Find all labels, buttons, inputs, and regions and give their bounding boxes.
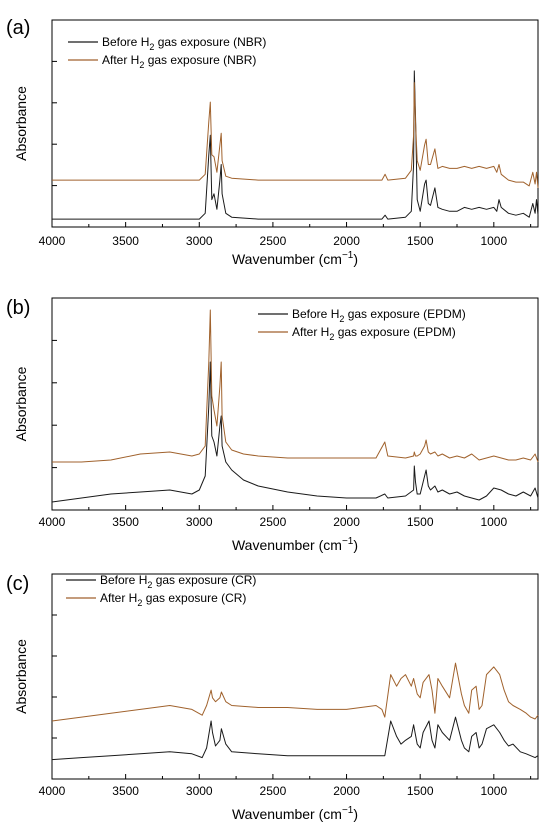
x-tick-label: 2000	[333, 515, 360, 529]
x-tick-label: 2500	[260, 515, 287, 529]
series-line-before	[51, 716, 539, 761]
series-line-after	[52, 82, 539, 188]
panel-b: (b) 4000 3500 3000 2500 2000 1500 1000 Absorbanc…	[6, 297, 539, 553]
legend-entry: Before H2 gas exposure (CR)	[100, 573, 256, 590]
plot-frame	[51, 573, 539, 780]
x-tick-label: 2000	[333, 784, 360, 798]
legend-entry: Before H2 gas exposure (NBR)	[102, 35, 266, 52]
series-line-after	[51, 662, 539, 722]
legend-entry: After H2 gas exposure (NBR)	[102, 53, 256, 70]
x-tick-label: 2500	[260, 234, 287, 248]
x-tick-label: 3500	[112, 784, 139, 798]
series-line-after	[52, 309, 539, 463]
x-tick-label: 1500	[407, 784, 434, 798]
panel-label: (a)	[6, 17, 30, 39]
x-tick-label: 3000	[186, 234, 213, 248]
legend-entry: Before H2 gas exposure (EPDM)	[292, 307, 466, 324]
x-tick-label: 2500	[260, 784, 287, 798]
y-axis-label: Absorbance	[13, 366, 29, 441]
x-tick-label: 4000	[39, 784, 66, 798]
panel-label: (b)	[6, 297, 30, 319]
x-tick-label: 1500	[407, 234, 434, 248]
x-tick-label: 3500	[112, 515, 139, 529]
x-tick-label: 4000	[39, 515, 66, 529]
x-axis-label: Wavenumber (cm−1)	[232, 250, 358, 267]
x-axis-label: Wavenumber (cm−1)	[232, 805, 358, 822]
panel-label: (c)	[6, 573, 29, 595]
legend-entry: After H2 gas exposure (EPDM)	[292, 325, 456, 342]
x-axis-label: Wavenumber (cm−1)	[232, 536, 358, 553]
x-tick-label: 1500	[407, 515, 434, 529]
panel-a: (a) 4000 3500 3000 2500 2000 1500 1000 Absorbanc…	[6, 17, 539, 267]
x-tick-label: 1000	[480, 784, 507, 798]
y-axis-label: Absorbance	[13, 639, 29, 714]
plot-frame	[51, 19, 539, 228]
x-tick-label: 3000	[186, 515, 213, 529]
legend-entry: After H2 gas exposure (CR)	[100, 591, 246, 608]
series-line-before	[51, 361, 539, 503]
x-tick-label: 1000	[480, 234, 507, 248]
x-tick-label: 2000	[333, 234, 360, 248]
y-axis-label: Absorbance	[13, 86, 29, 161]
x-tick-label: 1000	[480, 515, 507, 529]
x-tick-label: 3500	[112, 234, 139, 248]
series-line-before	[52, 70, 539, 220]
x-tick-label: 4000	[39, 234, 66, 248]
x-tick-label: 3000	[186, 784, 213, 798]
panel-c: (c) 4000 3500 3000 2500 2000 1500 1000 Absorbanc…	[6, 573, 539, 822]
plot-frame	[51, 297, 539, 511]
